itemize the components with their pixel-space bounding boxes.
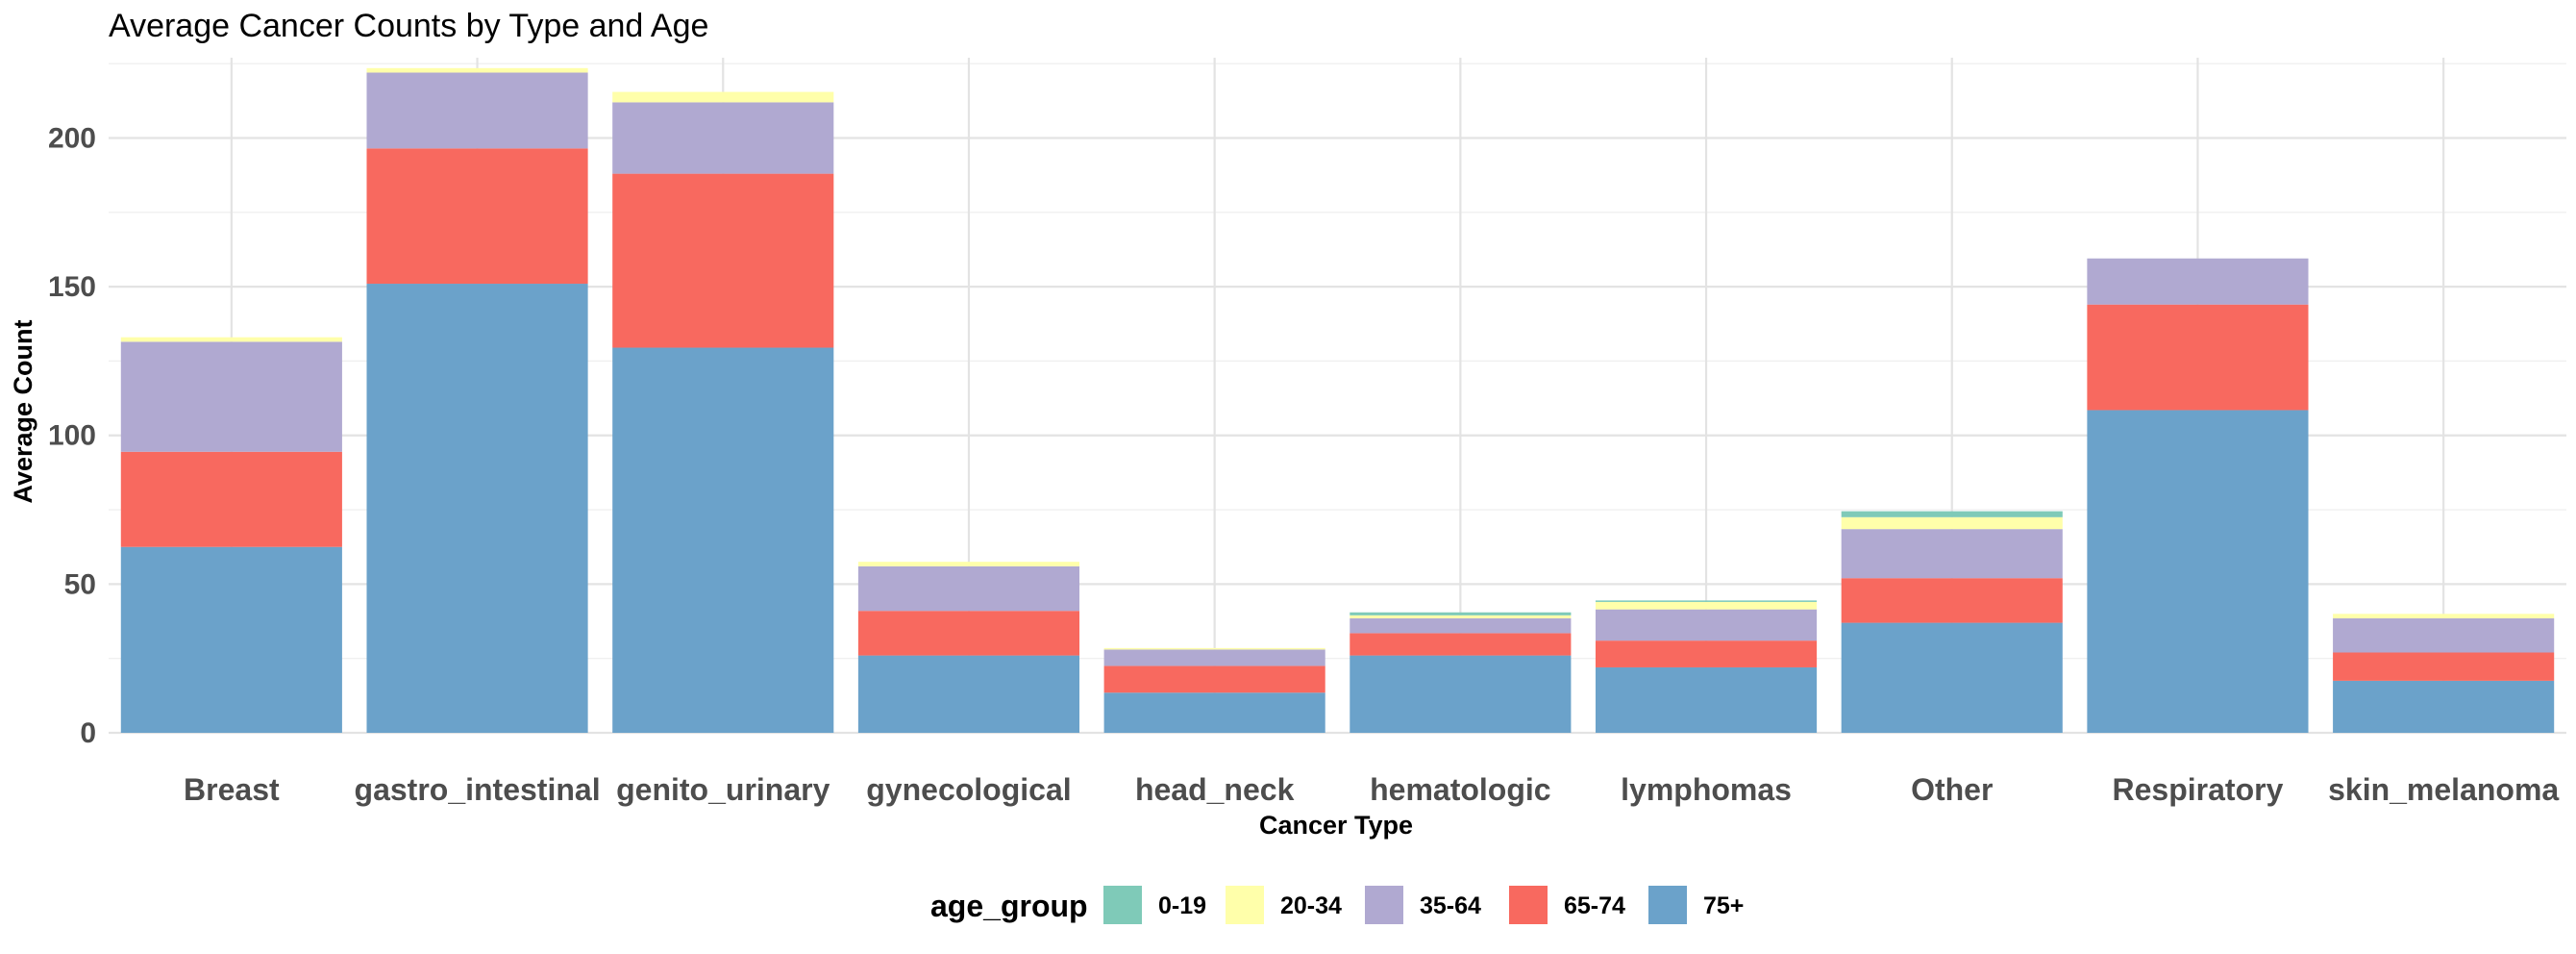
legend-label-65-74: 65-74: [1564, 892, 1625, 919]
legend-swatch-20-34: [1226, 886, 1264, 924]
legend-swatch-75+: [1648, 886, 1687, 924]
bar-segment-Respiratory-35-64: [2087, 258, 2309, 305]
bar-segment-lymphomas-35-64: [1595, 609, 1818, 641]
legend-label-75+: 75+: [1703, 892, 1744, 919]
bar-segment-gynecological-75+: [857, 655, 1080, 733]
bar-segment-lymphomas-65-74: [1595, 640, 1818, 667]
bar-segment-head_neck-35-64: [1103, 649, 1325, 666]
bar-segment-gastro_intestinal-20-34: [366, 67, 588, 73]
bar-segment-gastro_intestinal-35-64: [366, 72, 588, 149]
x-tick-label: gastro_intestinal: [355, 772, 601, 807]
legend: age_group 0-19 20-34 35-64 65-74 75+: [930, 886, 1744, 924]
x-tick-label: gynecological: [866, 772, 1071, 807]
bar-segment-gastro_intestinal-75+: [366, 284, 588, 733]
bar-segment-head_neck-20-34: [1103, 647, 1325, 650]
bar-segment-head_neck-65-74: [1103, 665, 1325, 693]
y-tick-label: 50: [64, 568, 96, 600]
bar-segment-head_neck-75+: [1103, 692, 1325, 733]
y-tick-label: 200: [48, 122, 96, 154]
bar-segment-skin_melanoma-65-74: [2333, 652, 2555, 681]
bar-segment-skin_melanoma-35-64: [2333, 617, 2555, 653]
bar-segment-hematologic-0-19: [1350, 612, 1572, 615]
bar-segment-Breast-65-74: [120, 451, 342, 547]
x-tick-label: genito_urinary: [616, 772, 830, 807]
legend-label-35-64: 35-64: [1420, 892, 1481, 919]
bar-segment-genito_urinary-75+: [612, 347, 834, 733]
y-tick-label: 100: [48, 420, 96, 452]
bar-segment-gynecological-35-64: [857, 565, 1080, 612]
bar-segment-Breast-20-34: [120, 337, 342, 342]
x-tick-label: hematologic: [1370, 772, 1550, 807]
y-tick-label: 0: [80, 717, 96, 749]
bar-segment-skin_melanoma-20-34: [2333, 614, 2555, 618]
bar-segment-genito_urinary-35-64: [612, 102, 834, 174]
bar-segment-skin_melanoma-75+: [2333, 680, 2555, 733]
bar-segment-genito_urinary-65-74: [612, 173, 834, 348]
y-axis-ticks: 0 50 100 150 200: [48, 122, 96, 749]
x-tick-label: skin_melanoma: [2328, 772, 2559, 807]
bar-segment-Breast-35-64: [120, 341, 342, 452]
bar-segment-lymphomas-20-34: [1595, 601, 1818, 610]
legend-label-20-34: 20-34: [1280, 892, 1342, 919]
legend-label-0-19: 0-19: [1158, 892, 1206, 919]
bar-segment-Other-20-34: [1841, 516, 2063, 530]
bar-segment-Other-35-64: [1841, 529, 2063, 579]
bar-segment-genito_urinary-20-34: [612, 91, 834, 103]
x-tick-label: Other: [1911, 772, 1993, 807]
bar-segment-hematologic-65-74: [1350, 633, 1572, 656]
x-tick-label: Breast: [184, 772, 280, 807]
bar-segment-Other-0-19: [1841, 511, 2063, 517]
legend-title: age_group: [930, 889, 1088, 923]
bar-segment-hematologic-35-64: [1350, 617, 1572, 634]
bars: [120, 67, 2555, 733]
x-tick-label: Respiratory: [2113, 772, 2284, 807]
x-tick-label: head_neck: [1135, 772, 1295, 807]
bar-segment-gynecological-65-74: [857, 611, 1080, 656]
bar-segment-lymphomas-0-19: [1595, 600, 1818, 602]
chart-title: Average Cancer Counts by Type and Age: [109, 8, 708, 44]
x-tick-label: lymphomas: [1621, 772, 1792, 807]
bar-segment-Other-65-74: [1841, 578, 2063, 623]
y-tick-label: 150: [48, 271, 96, 303]
x-axis-ticks: Breast gastro_intestinal genito_urinary gyn…: [184, 772, 2559, 807]
legend-swatch-35-64: [1365, 886, 1403, 924]
bar-segment-lymphomas-75+: [1595, 666, 1818, 733]
x-axis-title: Cancer Type: [1259, 811, 1413, 840]
bar-segment-Respiratory-75+: [2087, 410, 2309, 733]
bar-segment-hematologic-20-34: [1350, 615, 1572, 618]
bar-segment-gastro_intestinal-65-74: [366, 148, 588, 285]
y-axis-title: Average Count: [9, 319, 37, 503]
bar-segment-hematologic-75+: [1350, 655, 1572, 733]
bar-segment-Respiratory-65-74: [2087, 304, 2309, 411]
legend-swatch-0-19: [1103, 886, 1142, 924]
bar-segment-Breast-75+: [120, 546, 342, 733]
bar-segment-gynecological-20-34: [857, 562, 1080, 566]
legend-swatch-65-74: [1509, 886, 1548, 924]
bar-segment-Other-75+: [1841, 622, 2063, 733]
